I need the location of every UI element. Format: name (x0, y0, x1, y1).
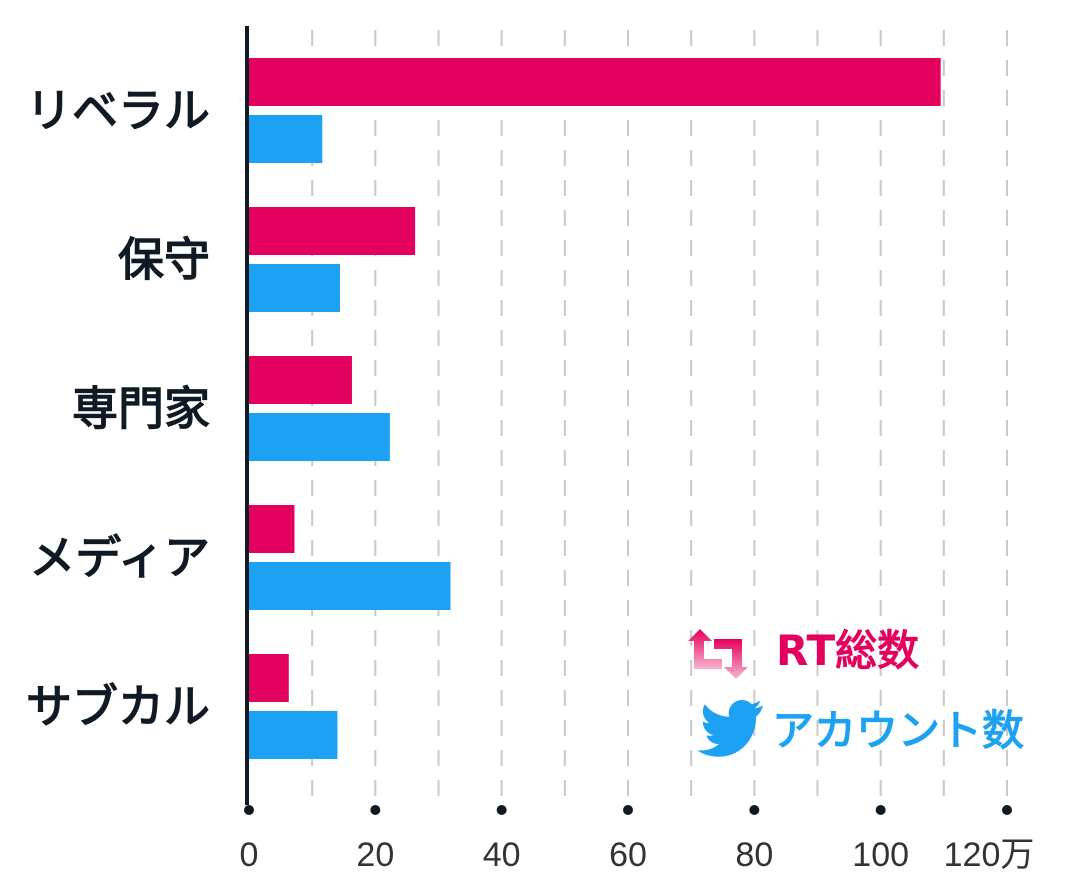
tick-dot (244, 805, 254, 815)
bar-accounts (249, 562, 451, 610)
legend-item-rt: RT総数 (688, 626, 919, 679)
category-label: 保守 (118, 233, 210, 287)
tick-dot (370, 805, 381, 815)
tick-label: 120万 (944, 836, 1035, 874)
tick-dot (623, 805, 633, 815)
bars (249, 58, 941, 759)
tick-label: 60 (609, 836, 647, 874)
retweet-icon (688, 629, 748, 679)
tick-dot (496, 805, 507, 815)
bar-rt (249, 505, 295, 553)
twitter-bird-icon (697, 700, 763, 757)
category-label: メディア (29, 531, 210, 585)
grid-lines (311, 30, 1008, 800)
bar-rt (249, 356, 352, 404)
category-label: サブカル (26, 680, 210, 734)
tick-label: 80 (735, 836, 773, 874)
tick-dot (875, 805, 886, 815)
tick-label: 20 (356, 836, 394, 874)
legend-item-accounts: アカウント数 (697, 700, 1024, 757)
bar-rt (249, 654, 289, 702)
bar-accounts (249, 264, 340, 312)
tick-label: 0 (240, 836, 259, 874)
bar-accounts (249, 413, 390, 461)
legend-label-accounts: アカウント数 (772, 706, 1024, 755)
bar-rt (249, 207, 416, 255)
tick-dot (749, 805, 760, 815)
category-label: 専門家 (72, 382, 210, 436)
tick-label: 100 (852, 836, 909, 874)
x-axis-ticks: 0 20 40 60 80 100 120万 (240, 805, 1035, 874)
bar-accounts (249, 711, 338, 759)
legend-label-rt: RT総数 (776, 626, 919, 675)
tick-dot (1002, 805, 1012, 815)
bar-rt (249, 58, 941, 106)
tick-label: 40 (483, 836, 521, 874)
category-label: リベラル (26, 84, 210, 138)
bar-accounts (249, 115, 323, 163)
legend: RT総数 アカウント数 (688, 626, 1024, 757)
